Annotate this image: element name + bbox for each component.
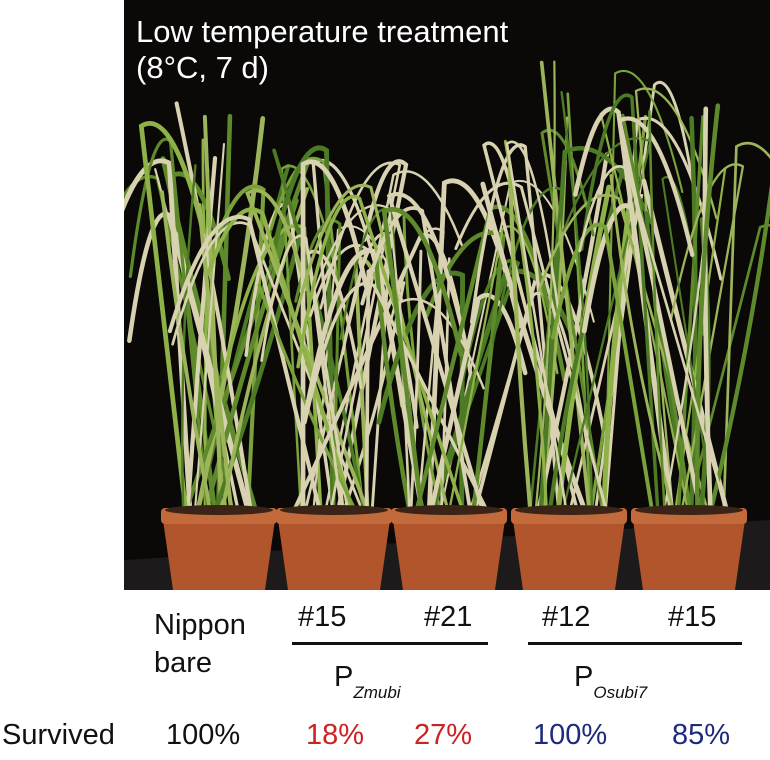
leaf <box>505 140 568 512</box>
leaf <box>193 143 226 512</box>
osubi7-line-1: #12 <box>542 601 591 633</box>
leaf <box>676 115 705 512</box>
treatment-title: Low temperature treatment (8°C, 7 d) <box>136 14 509 85</box>
plant-photo: Low temperature treatment (8°C, 7 d) <box>124 0 770 590</box>
leaf <box>289 183 450 512</box>
leaf <box>579 93 660 512</box>
zmubi-group-bar <box>292 642 488 645</box>
leaf <box>202 114 224 512</box>
nippon-label-line2: bare <box>154 647 213 679</box>
survival-zmubi-21: 27% <box>414 719 473 751</box>
rice-plants-illustration <box>124 0 770 590</box>
leaf <box>138 121 206 513</box>
leaf <box>260 234 343 512</box>
survival-zmubi-15: 18% <box>306 719 365 751</box>
leaf <box>296 195 465 512</box>
leaf <box>551 222 654 512</box>
leaf <box>722 141 770 512</box>
leaf <box>124 158 193 513</box>
leaf <box>174 101 253 512</box>
leaf <box>160 190 213 512</box>
survived-label: Survived <box>2 719 115 751</box>
osubi7-line-2: #15 <box>668 601 717 633</box>
osubi7-group-bar <box>528 642 742 645</box>
leaf <box>374 256 412 513</box>
leaf <box>708 184 770 513</box>
leaf <box>534 60 556 512</box>
leaf <box>641 178 729 513</box>
leaf <box>203 184 266 513</box>
zmubi-promoter-label: PZmubi <box>334 661 401 702</box>
leaf <box>634 87 718 512</box>
leaf <box>181 164 197 512</box>
zmubi-line-2: #21 <box>424 601 473 633</box>
leaf <box>617 116 703 513</box>
leaf <box>694 103 721 513</box>
survival-osubi7-15: 85% <box>672 719 731 751</box>
leaf <box>195 116 266 513</box>
leaf <box>300 159 369 513</box>
flower-pot <box>276 505 392 590</box>
leaf <box>203 198 299 513</box>
leaf <box>386 192 485 513</box>
flower-pot <box>161 505 277 590</box>
osubi7-promoter-label: POsubi7 <box>574 661 648 702</box>
leaf <box>648 110 666 512</box>
leaf <box>702 106 713 513</box>
leaf <box>480 181 588 513</box>
leaf <box>454 181 608 512</box>
zmubi-line-1: #15 <box>298 601 347 633</box>
leaf <box>424 230 506 513</box>
survival-osubi7-12: 100% <box>533 719 608 751</box>
leaf <box>381 207 464 513</box>
leaf <box>409 249 423 512</box>
flower-pot <box>631 505 747 590</box>
flower-pot <box>511 505 627 590</box>
survival-nippon: 100% <box>166 719 241 751</box>
leaf <box>578 165 728 512</box>
leaf <box>507 165 533 513</box>
nippon-label-line1: Nippon <box>154 609 246 641</box>
leaf <box>303 281 489 512</box>
flower-pot <box>391 505 507 590</box>
leaf <box>185 155 218 513</box>
leaf <box>167 214 322 513</box>
leaf <box>547 161 627 513</box>
